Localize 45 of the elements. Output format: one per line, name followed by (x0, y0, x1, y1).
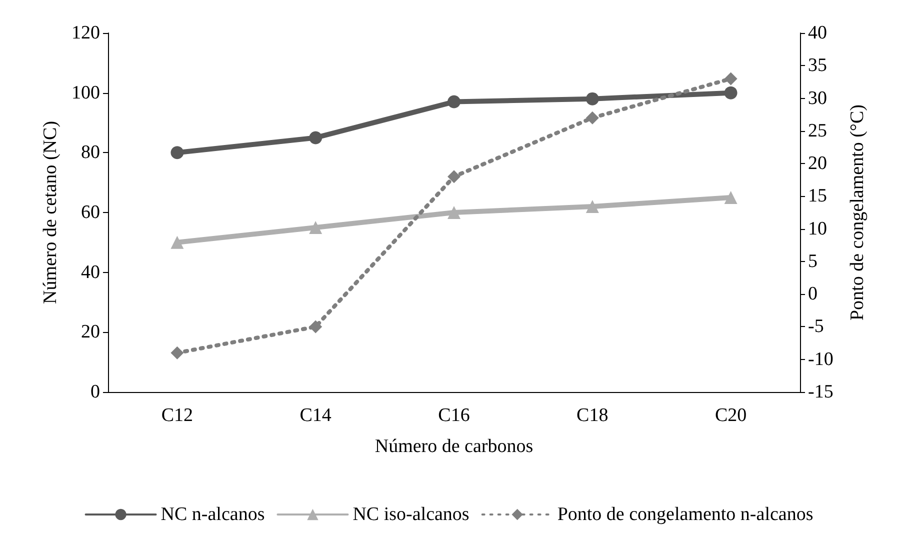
point (586, 92, 599, 106)
y2-tick-label: 30 (808, 88, 827, 109)
y2-axis-title: Ponto de congelamento (°C) (847, 104, 868, 321)
point (586, 200, 599, 214)
y2-tick-label: 5 (808, 250, 818, 272)
y-tick-label: 40 (81, 262, 100, 283)
y2-tick-label: -15 (808, 382, 834, 402)
legend-label: NC n-alcanos (160, 504, 265, 525)
y-tick-label: 0 (90, 382, 100, 402)
y2-tick-label: -5 (808, 316, 824, 338)
y2-tick-label: 35 (808, 55, 827, 76)
y2-tick-label: 0 (808, 284, 818, 305)
point (170, 346, 184, 360)
legend-label: NC iso-alcanos (352, 504, 470, 525)
x-tick-label: C18 (576, 405, 608, 426)
y-tick-label: 120 (72, 22, 100, 44)
point (586, 111, 599, 124)
y2-tick-label: 40 (808, 22, 827, 44)
y-tick-label: 100 (72, 82, 100, 104)
x-tick-label: C14 (300, 405, 332, 426)
y-tick-label: 80 (81, 142, 100, 164)
y2-tick-label: 20 (808, 153, 827, 174)
point (448, 170, 460, 184)
point (170, 236, 184, 249)
y2-tick-label: 25 (808, 120, 827, 142)
y2-tick-label: -10 (808, 348, 834, 370)
point (309, 220, 322, 234)
y-axis-title: Número de cetano (NC) (40, 120, 61, 304)
point (724, 191, 738, 204)
x-tick-label: C16 (438, 405, 470, 426)
point (309, 131, 322, 144)
point (724, 72, 738, 86)
point (448, 95, 460, 108)
x-tick-label: C12 (161, 405, 194, 426)
y2-tick-label: 10 (808, 218, 827, 240)
y2-tick-label: 15 (808, 186, 827, 207)
point (724, 86, 738, 100)
point (448, 206, 460, 219)
legend-label: Ponto de congelamento n-alcanos (557, 504, 814, 525)
y-tick-label: 20 (81, 322, 100, 343)
point (170, 146, 184, 160)
x-axis-title: Número de carbonos (374, 436, 534, 457)
point (309, 320, 322, 334)
y-tick-label: 60 (81, 202, 100, 223)
x-tick-label: C20 (714, 405, 747, 426)
